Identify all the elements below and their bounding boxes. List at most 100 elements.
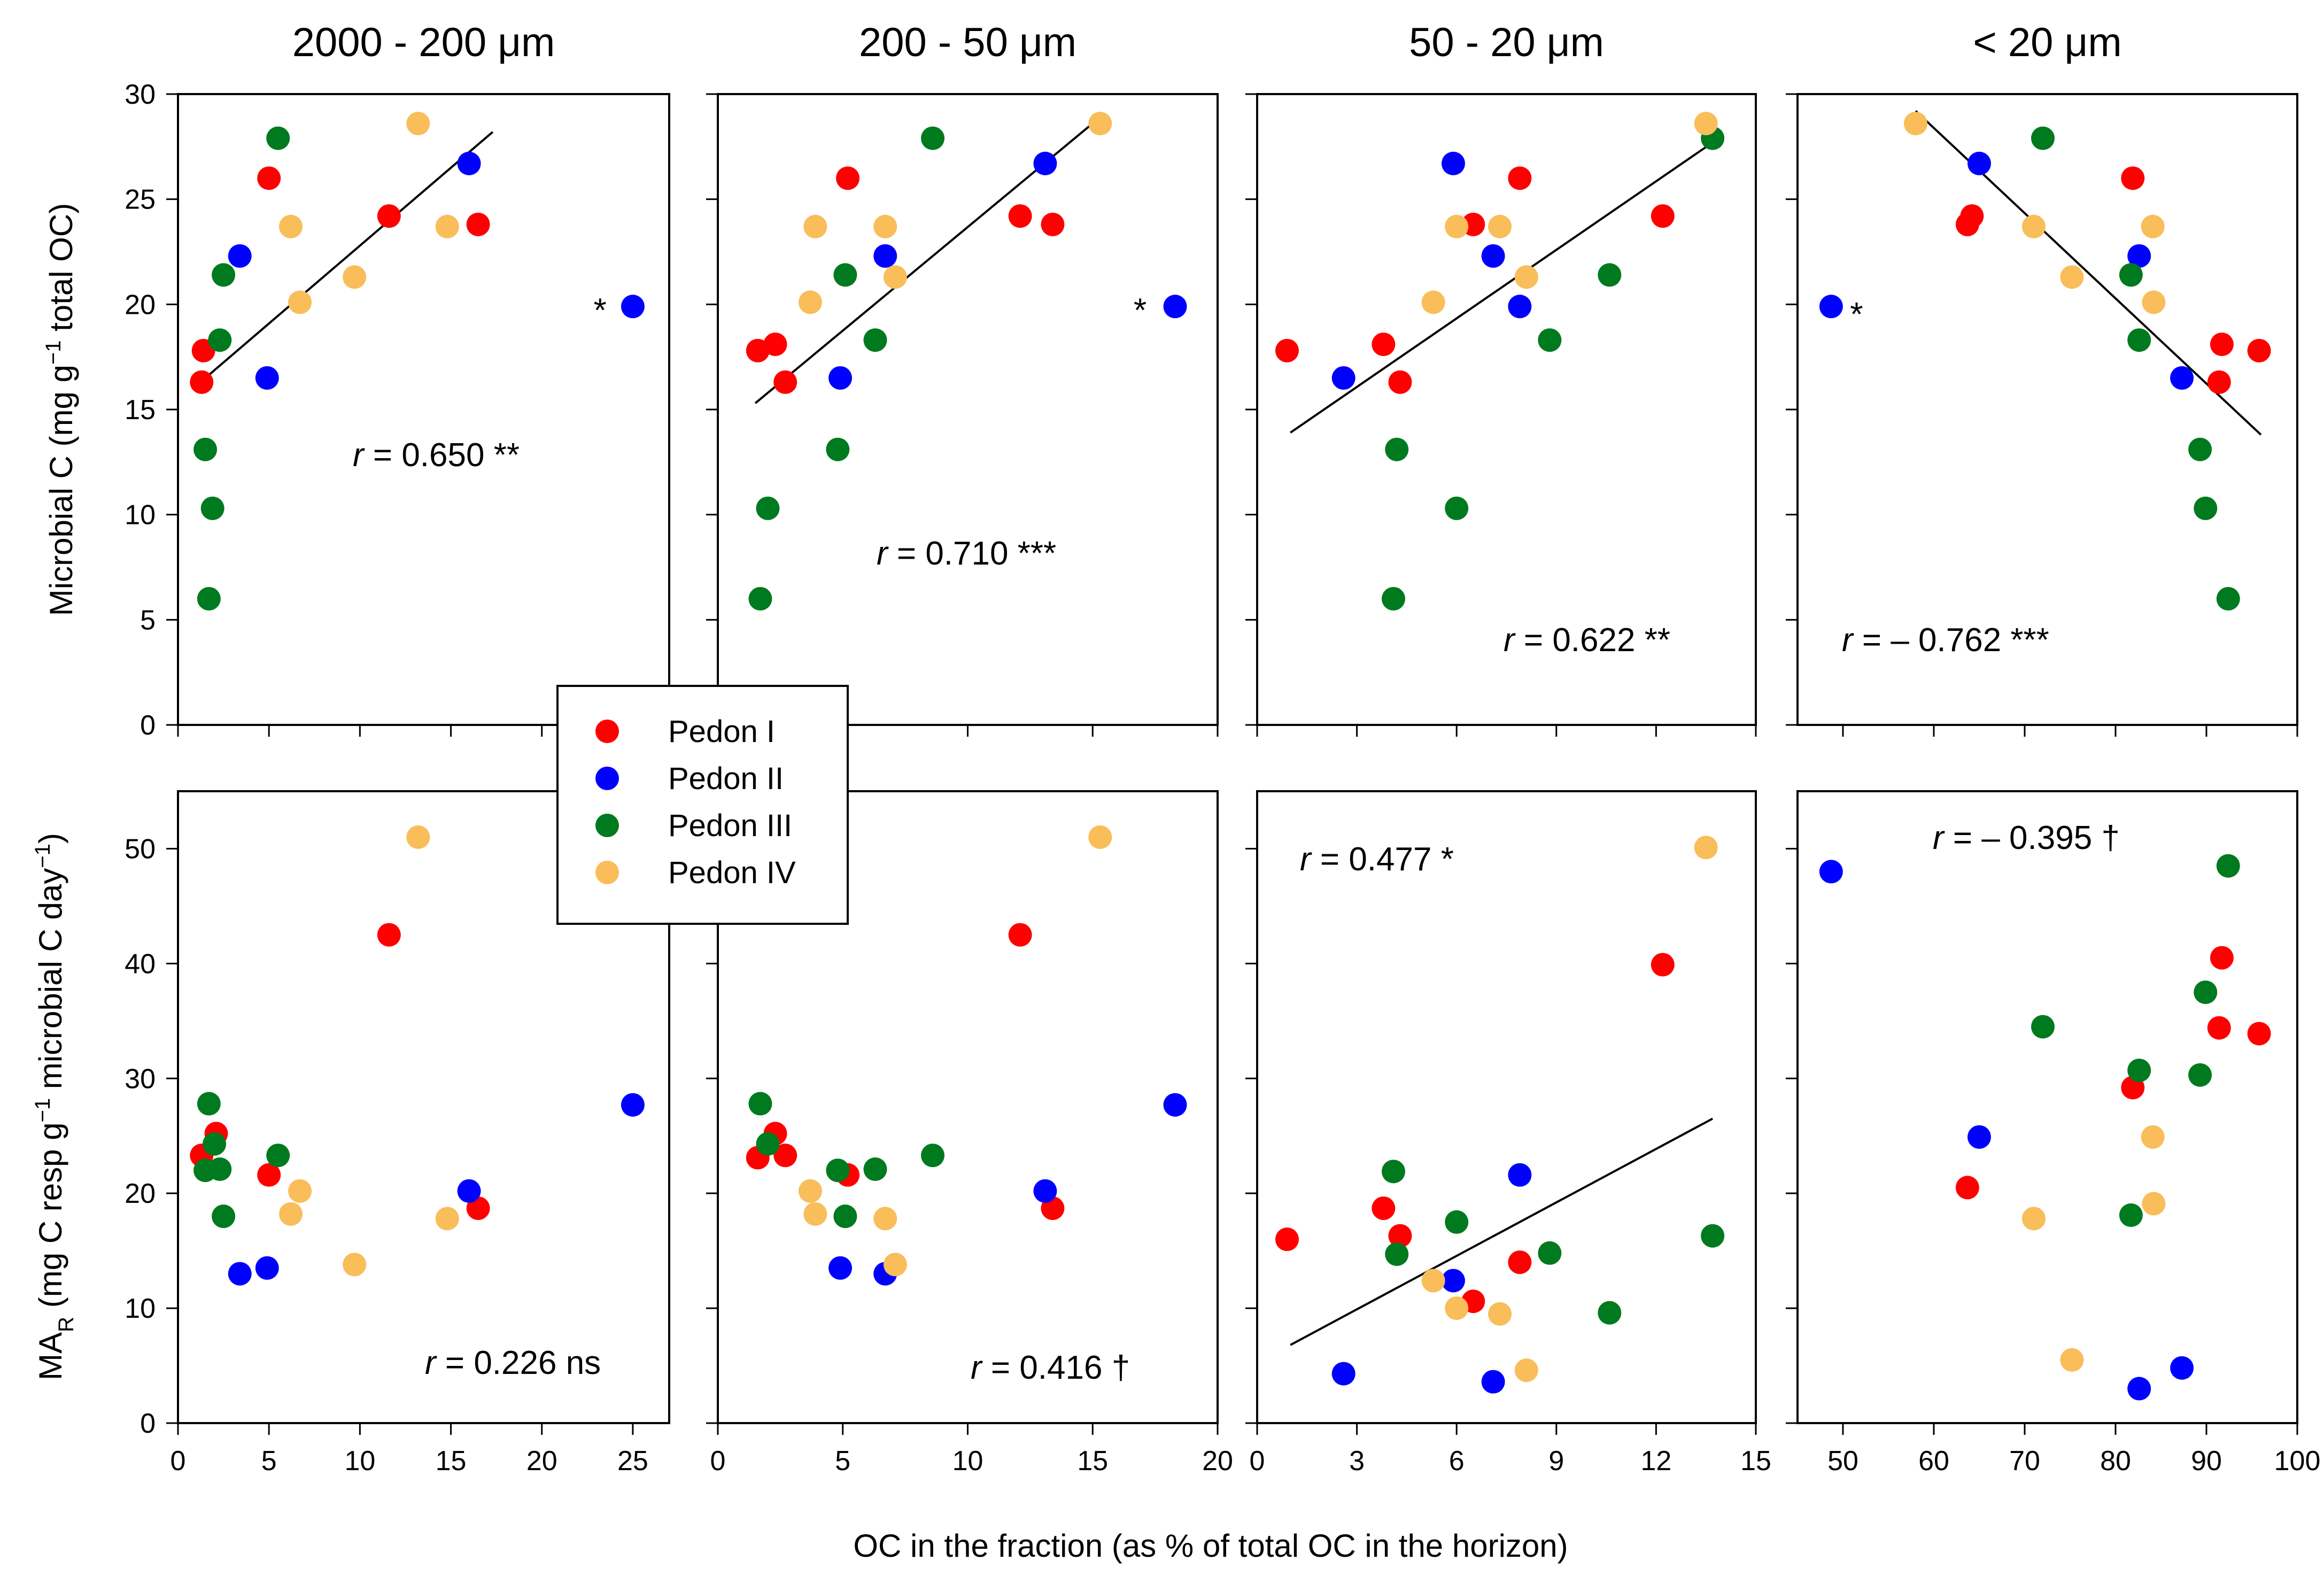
data-point-pedon-iii <box>921 1144 945 1168</box>
data-point-pedon-iii <box>2216 587 2240 611</box>
data-point-pedon-iv <box>2142 1192 2166 1216</box>
data-point-pedon-iii <box>748 1092 772 1116</box>
data-point-pedon-i <box>2121 166 2145 190</box>
data-point-pedon-iv <box>1088 112 1112 136</box>
data-point-pedon-i <box>1008 204 1032 228</box>
data-point-pedon-i <box>1275 338 1299 362</box>
data-point-pedon-iii <box>1445 496 1469 520</box>
data-point-pedon-iii <box>863 1157 887 1181</box>
y-tick-label: 10 <box>125 1293 156 1324</box>
y-label-subscript: R <box>55 1317 78 1332</box>
x-tick-label: 12 <box>1640 1446 1671 1477</box>
data-point-pedon-iii <box>2188 437 2212 461</box>
panel-bottom-50-20: 0 3 6 9 12 15 r = 0.477 * <box>1245 790 1771 1477</box>
data-point-pedon-iii <box>1382 1160 1406 1184</box>
panel-bottom-2000-200: 0 5 10 15 20 25 0 10 20 30 40 50 r = 0.226 ns <box>125 790 670 1477</box>
data-point-pedon-i <box>2210 333 2234 357</box>
data-point-pedon-i <box>773 1144 797 1168</box>
data-point-pedon-iv <box>883 265 907 289</box>
correlation-value: = 0.416 † <box>982 1349 1130 1386</box>
data-point-pedon-ii <box>621 1093 645 1117</box>
data-point-pedon-iv <box>1445 214 1469 238</box>
y-tick-label: 10 <box>125 500 156 531</box>
data-point-pedon-iii <box>1598 1301 1622 1325</box>
data-point-pedon-ii <box>1163 1093 1187 1117</box>
data-point-pedon-iii <box>756 1132 780 1156</box>
data-point-pedon-ii <box>1441 151 1465 175</box>
legend-label: Pedon II <box>668 761 784 796</box>
data-point-pedon-iv <box>873 214 897 238</box>
data-point-pedon-iii <box>1538 1241 1562 1265</box>
correlation-annotation: r = – 0.762 *** <box>1842 622 2049 659</box>
x-tick-label: 80 <box>2100 1446 2131 1477</box>
data-point-pedon-iv <box>406 825 430 849</box>
data-point-pedon-iv <box>2141 214 2165 238</box>
x-tick-label: 3 <box>1349 1446 1365 1477</box>
plot-frame <box>177 93 670 726</box>
data-point-pedon-iii <box>921 126 945 150</box>
data-point-pedon-ii <box>1033 151 1057 175</box>
y-tick-label: 30 <box>125 79 156 110</box>
x-tick-label: 0 <box>1250 1446 1265 1477</box>
data-point-pedon-ii <box>1441 1269 1465 1293</box>
x-tick-label: 15 <box>1740 1446 1771 1477</box>
data-point-pedon-i <box>377 204 401 228</box>
data-point-pedon-iii <box>212 1204 236 1229</box>
data-point-pedon-ii <box>457 1179 481 1203</box>
data-point-pedon-iii <box>203 1132 227 1156</box>
x-tick-label: 0 <box>710 1446 726 1477</box>
legend: Pedon I Pedon II Pedon III Pedon IV <box>556 685 849 925</box>
data-point-pedon-iv <box>1421 1269 1445 1293</box>
data-point-pedon-ii <box>828 366 853 390</box>
x-tick-label: 60 <box>1918 1446 1949 1477</box>
legend-marker <box>595 814 619 837</box>
data-point-pedon-ii <box>1481 244 1505 268</box>
correlation-value: = 0.226 ns <box>436 1345 601 1381</box>
correlation-value: = 0.710 *** <box>888 535 1056 572</box>
data-point-pedon-iv <box>1694 112 1718 136</box>
data-point-pedon-i <box>2247 338 2271 362</box>
plot-frame <box>1256 790 1757 1424</box>
data-point-pedon-ii <box>1508 1163 1532 1187</box>
correlation-annotation: r = – 0.395 † <box>1933 820 2120 856</box>
data-point-pedon-i <box>2210 946 2234 970</box>
data-point-pedon-ii <box>2170 1356 2194 1380</box>
data-point-pedon-iii <box>266 1144 290 1168</box>
y-tick-label: 40 <box>125 948 156 979</box>
x-tick-label: 100 <box>2274 1446 2321 1477</box>
data-point-pedon-iii <box>193 437 218 461</box>
correlation-r: r <box>425 1345 437 1381</box>
y-label-superscript: −1 <box>31 1098 55 1123</box>
correlation-value: = 0.477 * <box>1311 841 1454 878</box>
data-point-pedon-ii <box>1163 295 1187 319</box>
y-label-text: Microbial C (mg g <box>43 365 79 616</box>
outlier-asterisk: * <box>594 292 607 329</box>
y-tick-label: 20 <box>125 289 156 320</box>
y-tick-label: 50 <box>125 833 156 864</box>
data-point-pedon-ii <box>1967 1125 1991 1149</box>
y-tick-label: 15 <box>125 395 156 426</box>
data-point-pedon-iii <box>1538 328 1562 352</box>
data-point-pedon-ii <box>228 1262 252 1286</box>
data-point-pedon-ii <box>255 366 279 390</box>
data-point-pedon-i <box>2207 1016 2231 1040</box>
data-point-pedon-iii <box>1382 587 1406 611</box>
data-point-pedon-iv <box>1514 265 1538 289</box>
data-point-pedon-iv <box>1445 1296 1469 1320</box>
data-point-pedon-i <box>1275 1227 1299 1251</box>
y-tick-label: 0 <box>140 710 156 741</box>
data-point-pedon-iv <box>883 1253 907 1277</box>
legend-marker <box>595 861 619 884</box>
correlation-annotation: r = 0.416 † <box>971 1349 1130 1386</box>
data-point-pedon-iv <box>288 1179 312 1203</box>
data-point-pedon-iii <box>2119 1203 2143 1227</box>
data-point-pedon-iv <box>1488 1302 1512 1326</box>
data-point-pedon-iv <box>803 1202 827 1226</box>
data-point-pedon-i <box>466 1196 490 1220</box>
data-point-pedon-iii <box>1385 437 1409 461</box>
x-tick-label: 90 <box>2191 1446 2222 1477</box>
data-point-pedon-iv <box>279 1202 303 1226</box>
column-title: 200 - 50 μm <box>859 20 1076 65</box>
data-point-pedon-iv <box>279 214 303 238</box>
x-axis-label: OC in the fraction (as % of total OC in … <box>853 1528 1568 1564</box>
